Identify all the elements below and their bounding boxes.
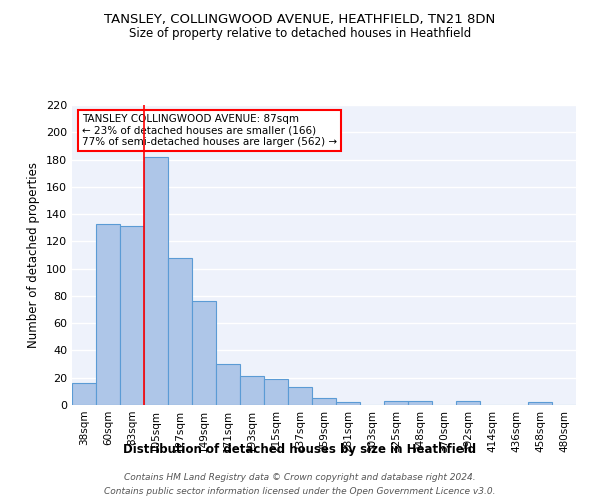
Bar [288, 388, 312, 405]
Text: TANSLEY COLLINGWOOD AVENUE: 87sqm
← 23% of detached houses are smaller (166)
77%: TANSLEY COLLINGWOOD AVENUE: 87sqm ← 23% … [82, 114, 337, 147]
Bar [144, 157, 168, 405]
Bar [312, 398, 336, 405]
Text: TANSLEY, COLLINGWOOD AVENUE, HEATHFIELD, TN21 8DN: TANSLEY, COLLINGWOOD AVENUE, HEATHFIELD,… [104, 12, 496, 26]
Text: Size of property relative to detached houses in Heathfield: Size of property relative to detached ho… [129, 28, 471, 40]
Bar [168, 258, 192, 405]
Bar [456, 401, 480, 405]
Bar [408, 401, 432, 405]
Y-axis label: Number of detached properties: Number of detached properties [28, 162, 40, 348]
Bar [384, 401, 408, 405]
Text: Contains public sector information licensed under the Open Government Licence v3: Contains public sector information licen… [104, 488, 496, 496]
Text: Contains HM Land Registry data © Crown copyright and database right 2024.: Contains HM Land Registry data © Crown c… [124, 472, 476, 482]
Bar [240, 376, 264, 405]
Bar [192, 302, 216, 405]
Bar [96, 224, 120, 405]
Bar [72, 383, 96, 405]
Text: Distribution of detached houses by size in Heathfield: Distribution of detached houses by size … [124, 442, 476, 456]
Bar [336, 402, 360, 405]
Bar [216, 364, 240, 405]
Bar [264, 379, 288, 405]
Bar [120, 226, 144, 405]
Bar [528, 402, 552, 405]
